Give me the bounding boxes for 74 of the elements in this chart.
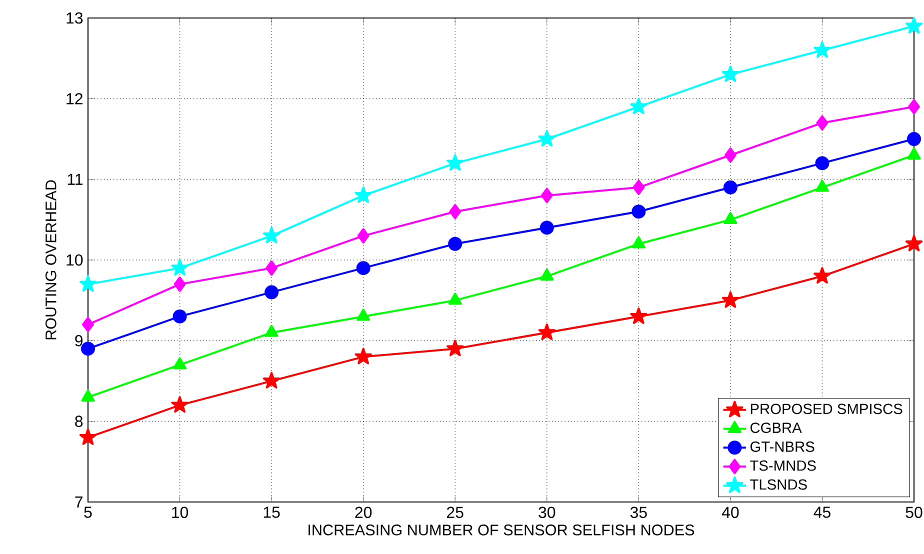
point bbox=[174, 276, 186, 292]
point bbox=[540, 268, 554, 280]
x-tick-label: 5 bbox=[84, 506, 92, 518]
point bbox=[356, 261, 370, 276]
point bbox=[905, 234, 923, 252]
x-tick-label: 30 bbox=[538, 506, 556, 518]
point bbox=[357, 228, 370, 244]
legend-label: TLSNDS bbox=[750, 479, 807, 490]
point bbox=[448, 236, 462, 251]
point bbox=[908, 99, 920, 114]
point bbox=[356, 308, 370, 321]
point bbox=[82, 316, 94, 332]
point bbox=[81, 342, 95, 356]
legend-label: TS-MNDS bbox=[750, 460, 816, 471]
point bbox=[171, 259, 188, 276]
point bbox=[630, 98, 648, 114]
point bbox=[814, 267, 831, 284]
x-tick-label: 15 bbox=[264, 506, 280, 518]
point bbox=[79, 275, 97, 292]
y-tick-label: 13 bbox=[66, 12, 83, 24]
point bbox=[907, 132, 922, 146]
point bbox=[632, 204, 646, 219]
point bbox=[540, 220, 554, 235]
legend-label: GT-NBRS bbox=[750, 442, 814, 452]
point bbox=[446, 154, 464, 171]
point bbox=[172, 309, 187, 324]
point bbox=[724, 147, 736, 163]
x-tick-label: 45 bbox=[814, 506, 830, 518]
point bbox=[264, 285, 279, 300]
point bbox=[446, 340, 464, 356]
point bbox=[538, 324, 556, 340]
point bbox=[814, 41, 831, 58]
point bbox=[723, 180, 738, 194]
point bbox=[632, 180, 645, 196]
point bbox=[722, 65, 740, 82]
y-tick-label: 10 bbox=[66, 254, 83, 266]
y-tick-label: 7 bbox=[75, 496, 82, 508]
y-tick-label: 8 bbox=[75, 416, 83, 427]
x-axis-title: INCREASING NUMBER OF SENSOR SELFISH NODES bbox=[308, 524, 694, 536]
point bbox=[816, 115, 828, 131]
point bbox=[632, 236, 646, 248]
legend-label: CGBRA bbox=[750, 422, 802, 433]
y-tick-label: 12 bbox=[66, 93, 82, 104]
point bbox=[449, 204, 462, 220]
point bbox=[724, 212, 738, 224]
y-tick-label: 11 bbox=[68, 174, 83, 185]
point bbox=[722, 291, 740, 308]
point bbox=[266, 260, 278, 276]
point bbox=[815, 180, 830, 192]
point bbox=[264, 324, 278, 337]
x-tick-label: 50 bbox=[906, 506, 922, 518]
y-tick-label: 9 bbox=[75, 335, 83, 346]
y-axis-title: ROUTING OVERHEAD bbox=[45, 180, 56, 340]
point bbox=[79, 428, 97, 445]
point bbox=[354, 186, 372, 203]
point bbox=[262, 226, 280, 244]
point bbox=[905, 17, 923, 34]
x-tick-label: 35 bbox=[630, 506, 647, 518]
x-tick-label: 25 bbox=[447, 506, 464, 518]
point bbox=[540, 188, 553, 204]
x-tick-label: 20 bbox=[355, 506, 372, 518]
point bbox=[262, 372, 280, 388]
point bbox=[354, 348, 372, 364]
point bbox=[171, 396, 188, 413]
point bbox=[538, 130, 556, 146]
point bbox=[815, 156, 830, 170]
point bbox=[907, 147, 921, 160]
point bbox=[81, 389, 95, 402]
x-tick-label: 10 bbox=[172, 506, 188, 518]
point bbox=[173, 357, 187, 370]
x-tick-label: 40 bbox=[722, 506, 739, 518]
legend-label: PROPOSED SMPISCS bbox=[750, 404, 902, 414]
point bbox=[630, 307, 648, 324]
point bbox=[448, 292, 462, 305]
